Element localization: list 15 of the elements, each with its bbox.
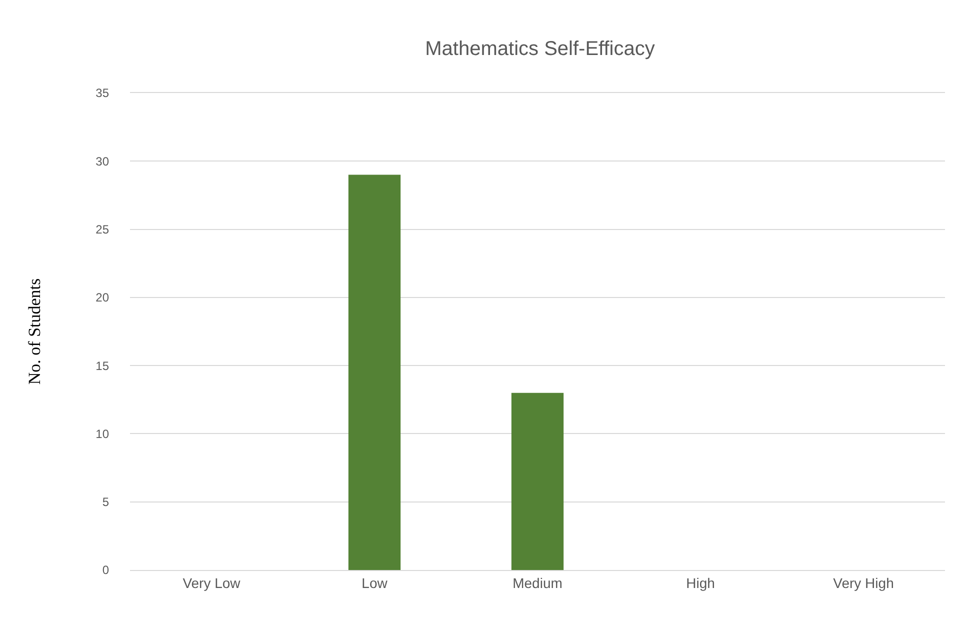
y-tick-label: 20 [96, 290, 110, 305]
x-tick-label: Low [362, 574, 388, 591]
y-tick-label: 15 [96, 358, 110, 373]
chart-title: Mathematics Self-Efficacy [425, 38, 655, 60]
y-tick-label: 10 [96, 426, 110, 441]
x-tick-label: Medium [512, 574, 562, 591]
y-axis-title: No. of Students [25, 278, 44, 385]
y-tick-label: 0 [102, 563, 110, 578]
x-tick-label: Very Low [182, 574, 242, 591]
y-tick-label: 30 [96, 154, 110, 168]
y-tick-label: 25 [96, 222, 110, 236]
x-tick-label: High [686, 574, 715, 591]
y-tick-label: 5 [102, 495, 110, 510]
y-tick-label: 35 [96, 86, 110, 100]
x-tick-label: Very High [833, 574, 894, 591]
